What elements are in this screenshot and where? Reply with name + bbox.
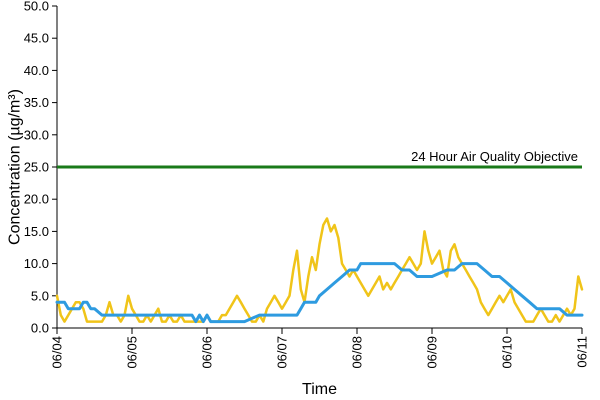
y-tick-label: 25.0 <box>24 160 49 175</box>
tick-labels-group: 0.0 5.0 10.0 15.0 20.0 25.0 30.0 35.0 40.0 45.0 50… <box>24 0 590 369</box>
x-tick-label: 06/10 <box>500 336 515 369</box>
objective-annotation: 24 Hour Air Quality Objective <box>411 149 578 164</box>
x-tick-label: 06/05 <box>125 336 140 369</box>
y-tick-label: 35.0 <box>24 95 49 110</box>
x-tick-label: 06/07 <box>275 336 290 369</box>
y-tick-label: 45.0 <box>24 31 49 46</box>
x-tick-label: 06/08 <box>350 336 365 369</box>
series-group <box>55 217 584 324</box>
y-tick-label: 30.0 <box>24 127 49 142</box>
x-tick-label: 06/04 <box>50 336 65 369</box>
y-tick-label: 40.0 <box>24 63 49 78</box>
y-tick-label: 50.0 <box>24 0 49 14</box>
series-line-1 <box>55 217 584 323</box>
x-tick-label: 06/09 <box>425 336 440 369</box>
y-tick-label: 20.0 <box>24 192 49 207</box>
x-tick-label: 06/06 <box>200 336 215 369</box>
y-axis-title: Concentration (µg/m³) <box>7 89 24 245</box>
series-line-2 <box>55 262 584 324</box>
y-tick-label: 15.0 <box>24 224 49 239</box>
axes <box>52 5 583 334</box>
y-tick-label: 10.0 <box>24 256 49 271</box>
x-axis-title: Time <box>302 381 337 398</box>
x-tick-label: 06/11 <box>575 336 590 368</box>
y-tick-label: 5.0 <box>31 288 49 303</box>
y-tick-label: 0.0 <box>31 321 49 336</box>
